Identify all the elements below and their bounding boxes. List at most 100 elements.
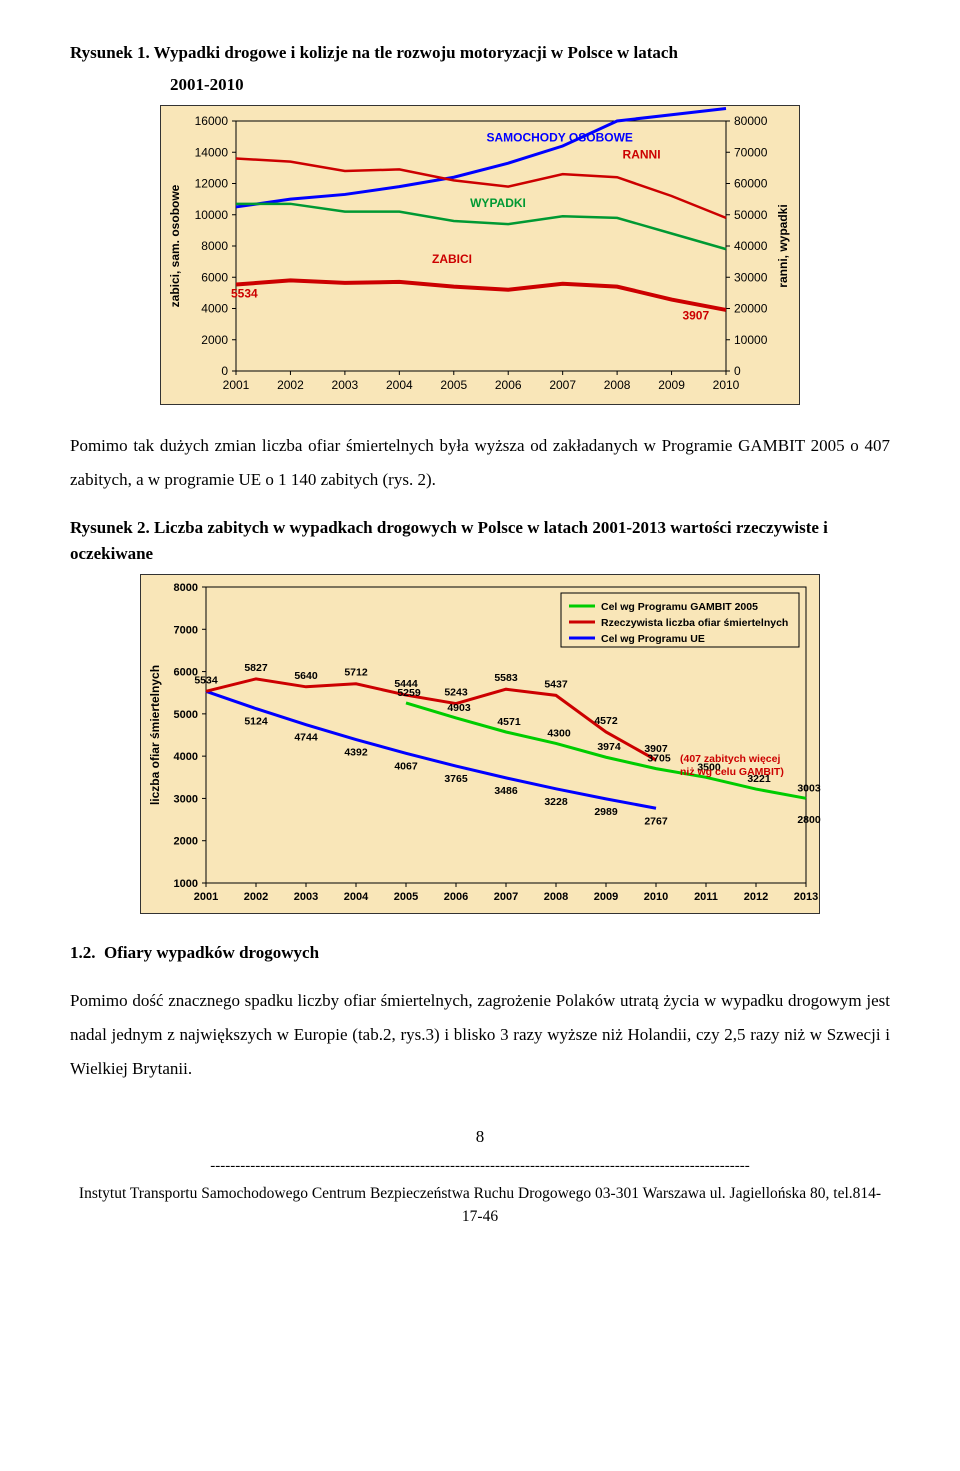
svg-text:4571: 4571 [497,716,521,728]
svg-text:4572: 4572 [594,715,618,727]
svg-text:2006: 2006 [444,891,468,903]
svg-text:3486: 3486 [494,785,518,797]
svg-text:5000: 5000 [174,709,198,721]
fig2-caption-lead: Rysunek 2. [70,518,150,537]
svg-text:2001: 2001 [194,891,218,903]
svg-text:2767: 2767 [644,815,668,827]
svg-text:4000: 4000 [201,302,228,316]
svg-text:1000: 1000 [174,878,198,890]
svg-text:8000: 8000 [201,239,228,253]
svg-text:2005: 2005 [394,891,418,903]
para-gambit: Pomimo tak dużych zmian liczba ofiar śmi… [70,429,890,497]
footer-dashes: ----------------------------------------… [70,1155,890,1178]
svg-text:2009: 2009 [594,891,618,903]
svg-text:2000: 2000 [174,836,198,848]
svg-text:5712: 5712 [344,667,368,679]
svg-text:40000: 40000 [734,239,768,253]
svg-text:ranni, wypadki: ranni, wypadki [776,204,790,287]
svg-text:4067: 4067 [394,760,418,772]
page-number: 8 [70,1124,890,1150]
svg-text:3907: 3907 [682,308,709,322]
section-1-2-heading: 1.2. Ofiary wypadków drogowych [70,940,890,966]
svg-text:0: 0 [734,364,741,378]
svg-text:7000: 7000 [174,624,198,636]
fig2-chart: 1000200030004000500060007000800020012002… [140,574,820,914]
fig2-caption: Rysunek 2. Liczba zabitych w wypadkach d… [70,515,890,566]
svg-text:3705: 3705 [647,753,671,765]
section-1-2-num: 1.2. [70,943,96,962]
svg-text:60000: 60000 [734,177,768,191]
svg-text:2007: 2007 [549,378,576,392]
svg-text:2010: 2010 [644,891,668,903]
svg-text:4392: 4392 [344,747,368,759]
svg-text:2013: 2013 [794,891,818,903]
svg-text:0: 0 [221,364,228,378]
svg-text:5124: 5124 [244,716,268,728]
svg-text:8000: 8000 [174,582,198,594]
svg-text:2002: 2002 [277,378,304,392]
svg-text:5259: 5259 [397,687,421,699]
svg-text:2007: 2007 [494,891,518,903]
svg-text:Rzeczywista liczba ofiar śmier: Rzeczywista liczba ofiar śmiertelnych [601,617,788,629]
fig1-svg: 0 2000 4000 6000 8000 10000 12000 14000 16000 0 10… [161,106,801,406]
svg-text:2004: 2004 [386,378,413,392]
svg-text:2800: 2800 [797,814,821,826]
svg-text:30000: 30000 [734,270,768,284]
svg-text:10000: 10000 [734,333,768,347]
fig2-caption-rest: Liczba zabitych w wypadkach drogowych w … [70,518,828,563]
svg-text:WYPADKI: WYPADKI [470,196,526,210]
svg-text:2000: 2000 [201,333,228,347]
svg-text:2003: 2003 [294,891,318,903]
svg-text:(407 zabitych więcej: (407 zabitych więcej [680,753,780,765]
svg-text:4000: 4000 [174,751,198,763]
svg-text:6000: 6000 [201,270,228,284]
svg-text:5534: 5534 [231,287,258,301]
svg-text:5827: 5827 [244,662,268,674]
svg-text:2008: 2008 [604,378,631,392]
svg-text:4903: 4903 [447,702,471,714]
fig1-caption-line2: 2001-2010 [70,72,890,98]
svg-text:2008: 2008 [544,891,568,903]
svg-text:2005: 2005 [440,378,467,392]
svg-text:5437: 5437 [544,678,568,690]
fig1-caption-rest: Wypadki drogowe i kolizje na tle rozwoju… [150,43,678,62]
svg-text:3765: 3765 [444,773,468,785]
svg-text:ZABICI: ZABICI [432,252,472,266]
svg-text:SAMOCHODY OSOBOWE: SAMOCHODY OSOBOWE [486,130,632,144]
svg-text:10000: 10000 [195,208,229,222]
svg-text:2009: 2009 [658,378,685,392]
svg-text:5534: 5534 [194,674,218,686]
svg-text:14000: 14000 [195,145,229,159]
svg-text:50000: 50000 [734,208,768,222]
svg-text:2989: 2989 [594,806,618,818]
svg-text:liczba ofiar śmiertelnych: liczba ofiar śmiertelnych [148,665,162,805]
svg-text:2012: 2012 [744,891,768,903]
svg-text:4744: 4744 [294,732,318,744]
svg-text:70000: 70000 [734,145,768,159]
svg-text:5243: 5243 [444,687,468,699]
svg-text:zabici, sam. osobowe: zabici, sam. osobowe [168,184,182,307]
footer-institution: Instytut Transportu Samochodowego Centru… [70,1182,890,1229]
svg-text:2006: 2006 [495,378,522,392]
svg-text:2001: 2001 [223,378,250,392]
svg-text:3003: 3003 [797,782,821,794]
svg-text:2004: 2004 [344,891,369,903]
svg-text:2011: 2011 [694,891,718,903]
svg-text:niż wg celu GAMBIT): niż wg celu GAMBIT) [680,766,784,778]
svg-text:Cel wg Programu UE: Cel wg Programu UE [601,633,705,645]
svg-text:80000: 80000 [734,114,768,128]
svg-text:16000: 16000 [195,114,229,128]
svg-text:12000: 12000 [195,177,229,191]
section-1-2-title: Ofiary wypadków drogowych [104,943,319,962]
svg-text:2010: 2010 [713,378,740,392]
fig1-caption: Rysunek 1. Wypadki drogowe i kolizje na … [70,40,890,66]
svg-text:2003: 2003 [332,378,359,392]
fig2-svg: 1000200030004000500060007000800020012002… [141,575,821,915]
svg-text:RANNI: RANNI [623,148,661,162]
svg-text:4300: 4300 [547,727,571,739]
svg-text:3974: 3974 [597,741,621,753]
svg-text:20000: 20000 [734,302,768,316]
fig1-caption-lead: Rysunek 1. [70,43,150,62]
svg-text:Cel wg Programu GAMBIT 2005: Cel wg Programu GAMBIT 2005 [601,601,758,613]
svg-text:2002: 2002 [244,891,268,903]
